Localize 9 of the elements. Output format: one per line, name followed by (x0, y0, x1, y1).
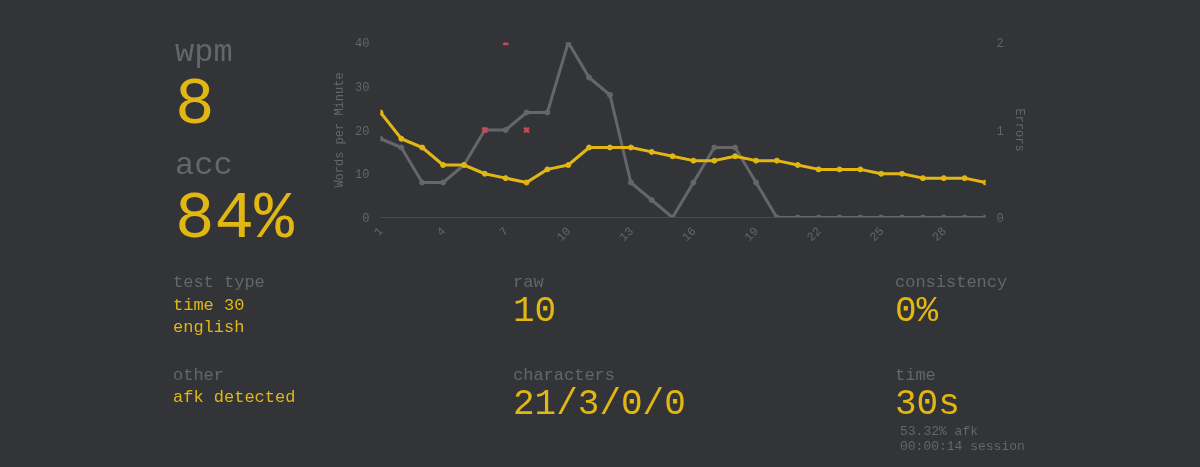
text: 21/3/0/0 (513, 384, 686, 425)
text: 30s (895, 384, 960, 425)
text: afk detected (173, 388, 296, 408)
text: 10 (513, 291, 557, 332)
text: time 30 (173, 296, 245, 316)
text: english (173, 318, 245, 338)
text: 84% (175, 182, 294, 257)
text: 0% (895, 291, 939, 332)
text: 8 (175, 68, 215, 143)
